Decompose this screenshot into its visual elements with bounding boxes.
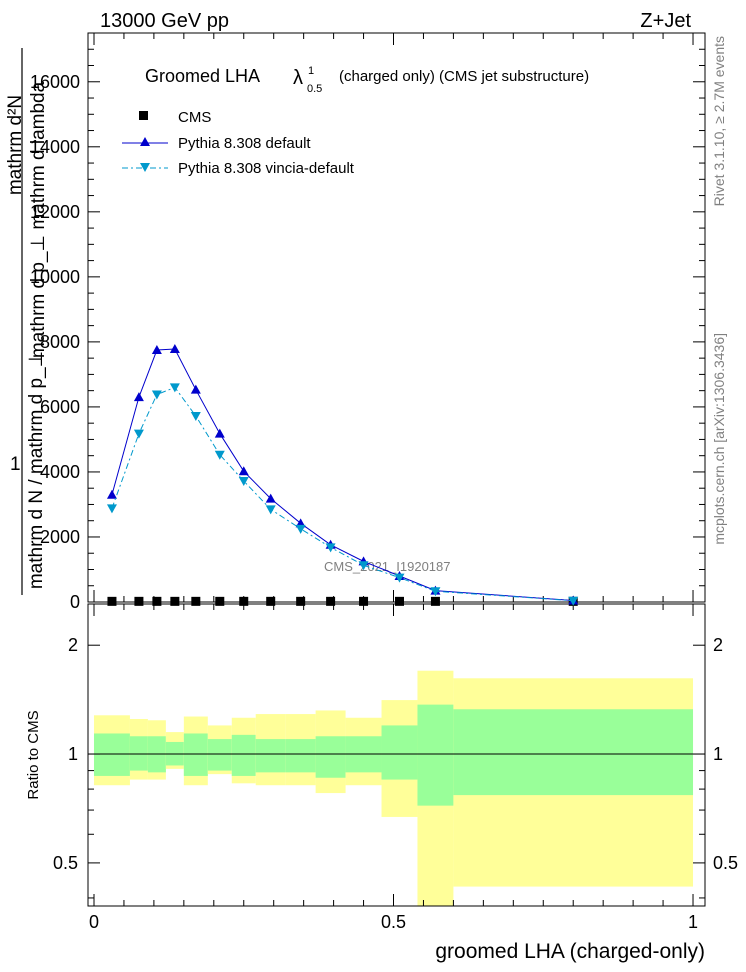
vincia-point xyxy=(133,429,144,439)
ylabel-numerator: mathrm d²N xyxy=(5,95,26,195)
default-point xyxy=(214,428,225,438)
cms-point xyxy=(239,596,249,606)
main-ylabel: mathrm d²N mathrm d p_⊥ mathrm d lambda … xyxy=(5,48,49,595)
ratio-band-green xyxy=(129,736,148,771)
vincia-point xyxy=(169,383,180,393)
title-main: Groomed LHA xyxy=(145,66,260,86)
vincia-point xyxy=(106,504,117,514)
title-rest: (charged only) (CMS jet substructure) xyxy=(339,68,589,85)
main-ytick-label: 2000 xyxy=(40,527,80,547)
cms-point xyxy=(394,596,404,606)
cms-point xyxy=(107,596,117,606)
default-point xyxy=(238,466,249,476)
vincia-point xyxy=(394,573,405,583)
ratio-band-green xyxy=(315,736,346,778)
vincia-point xyxy=(325,543,336,553)
main-ytick-label: 12000 xyxy=(30,202,80,222)
legend-marker-vincia xyxy=(140,163,150,172)
ratio-band-green xyxy=(207,739,232,771)
legend-label-vincia: Pythia 8.308 vincia-default xyxy=(178,160,355,177)
vincia-line xyxy=(111,386,574,602)
xtick-label: 0 xyxy=(89,912,99,932)
main-ytick-label: 0 xyxy=(70,592,80,612)
ratio-ytick-label: 0.5 xyxy=(53,853,78,873)
ratio-ytick-label-right: 1 xyxy=(713,744,723,764)
legend: CMS Pythia 8.308 default Pythia 8.308 vi… xyxy=(122,109,355,177)
header-left: 13000 GeV pp xyxy=(100,10,229,32)
main-ytick-label: 16000 xyxy=(30,72,80,92)
ratio-ytick-label: 1 xyxy=(68,744,78,764)
cms-point xyxy=(215,596,225,606)
main-ytick-label: 8000 xyxy=(40,332,80,352)
ratio-band-green xyxy=(381,725,418,780)
rivet-label: Rivet 3.1.10, ≥ 2.7M events xyxy=(711,36,727,206)
cms-point xyxy=(266,596,276,606)
vincia-point xyxy=(151,390,162,400)
title-lambda: λ xyxy=(293,67,303,89)
cms-point xyxy=(191,596,201,606)
default-point xyxy=(106,489,117,499)
ratio-band-green xyxy=(453,709,694,796)
default-point xyxy=(151,345,162,355)
ratio-ylabel: Ratio to CMS xyxy=(25,710,42,799)
ratio-band-green xyxy=(417,704,454,806)
ylabel-denominator: mathrm d p_⊥ mathrm d lambda xyxy=(28,81,49,358)
default-point xyxy=(133,392,144,402)
cms-point xyxy=(170,596,180,606)
xtick-label: 0.5 xyxy=(381,912,406,932)
default-point xyxy=(190,384,201,394)
main-ytick-label: 4000 xyxy=(40,462,80,482)
default-point xyxy=(265,493,276,503)
xtick-label: 1 xyxy=(688,912,698,932)
ratio-ytick-label-right: 0.5 xyxy=(713,853,738,873)
vincia-point xyxy=(295,524,306,534)
vincia-point xyxy=(190,412,201,422)
ratio-ytick-label: 2 xyxy=(68,635,78,655)
cms-point xyxy=(359,596,369,606)
ratio-band-green xyxy=(183,733,208,776)
ylabel-prefactor: mathrm d N / mathrm d p_⊥ xyxy=(26,351,47,589)
ratio-band-green xyxy=(285,739,316,773)
vincia-point xyxy=(265,505,276,515)
legend-marker-cms xyxy=(139,111,148,120)
ratio-band-green xyxy=(255,739,286,773)
data-series xyxy=(106,344,579,606)
legend-marker-default xyxy=(140,137,150,146)
ratio-ytick-label-right: 2 xyxy=(713,635,723,655)
default-line xyxy=(111,348,574,602)
ratio-band-green xyxy=(93,733,130,776)
vincia-point xyxy=(358,561,369,571)
legend-label-default: Pythia 8.308 default xyxy=(178,135,311,152)
cms-point xyxy=(152,596,162,606)
main-ytick-label: 14000 xyxy=(30,137,80,157)
cms-point xyxy=(296,596,306,606)
ratio-band-green xyxy=(231,734,256,776)
ratio-bands xyxy=(93,670,694,906)
plot-title: Groomed LHA λ 1 0.5 (charged only) (CMS … xyxy=(145,65,589,95)
xaxis-label: groomed LHA (charged-only) xyxy=(435,940,705,963)
title-subscript: 0.5 xyxy=(307,83,322,95)
main-ytick-label: 10000 xyxy=(30,267,80,287)
default-point xyxy=(169,344,180,354)
header-right: Z+Jet xyxy=(640,10,691,32)
cms-point xyxy=(430,596,440,606)
vincia-point xyxy=(214,450,225,460)
cms-point xyxy=(326,596,336,606)
mcplots-label: mcplots.cern.ch [arXiv:1306.3436] xyxy=(711,333,727,545)
ylabel-one: 1 xyxy=(10,454,21,475)
legend-label-cms: CMS xyxy=(178,109,211,126)
title-superscript: 1 xyxy=(308,65,314,77)
cms-point xyxy=(134,596,144,606)
main-ytick-label: 6000 xyxy=(40,397,80,417)
analysis-watermark: CMS_2021_I1920187 xyxy=(324,559,451,574)
vincia-point xyxy=(568,596,579,606)
vincia-point xyxy=(238,477,249,487)
vincia-point xyxy=(430,587,441,597)
